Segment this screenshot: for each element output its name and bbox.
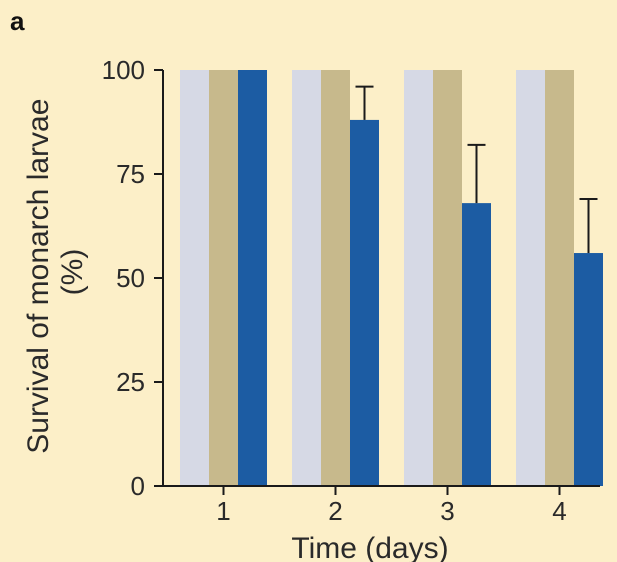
bar-day-3-series-3: [462, 203, 491, 486]
y-axis-title-line-1: Survival of monarch larvae: [22, 99, 55, 454]
panel-label: a: [10, 6, 25, 36]
bar-day-4-series-3: [574, 253, 603, 486]
bar-day-4-series-1: [516, 70, 545, 486]
bar-day-2-series-3: [350, 119, 379, 487]
bar-day-4-series-2: [545, 70, 574, 486]
error-bars-group: [355, 85, 598, 254]
bar-day-3-series-2: [433, 70, 462, 486]
bar-day-1-series-2: [209, 70, 238, 486]
y-tick-label-50: 50: [116, 263, 145, 293]
x-tick-label-4: 4: [552, 496, 566, 526]
x-ticks-group: 1 2 3 4: [216, 486, 567, 526]
x-tick-label-1: 1: [216, 496, 230, 526]
y-tick-label-25: 25: [116, 367, 145, 397]
bar-day-2-series-2: [321, 70, 350, 486]
x-tick-label-3: 3: [440, 496, 454, 526]
bar-day-3-series-1: [404, 70, 433, 486]
y-tick-label-0: 0: [131, 471, 145, 501]
y-axis-title-line-2: (%): [56, 249, 89, 296]
bar-day-1-series-3: [238, 70, 267, 486]
x-tick-label-2: 2: [328, 496, 342, 526]
bar-day-2-series-1: [292, 70, 321, 486]
y-ticks-group: 0 25 50 75 100: [102, 55, 163, 501]
x-axis-title: Time (days): [291, 532, 448, 562]
bars-group: [180, 70, 603, 487]
y-tick-label-75: 75: [116, 159, 145, 189]
y-tick-label-100: 100: [102, 55, 145, 85]
bar-day-1-series-1: [180, 70, 209, 486]
y-axis-title: Survival of monarch larvae (%): [22, 90, 89, 454]
